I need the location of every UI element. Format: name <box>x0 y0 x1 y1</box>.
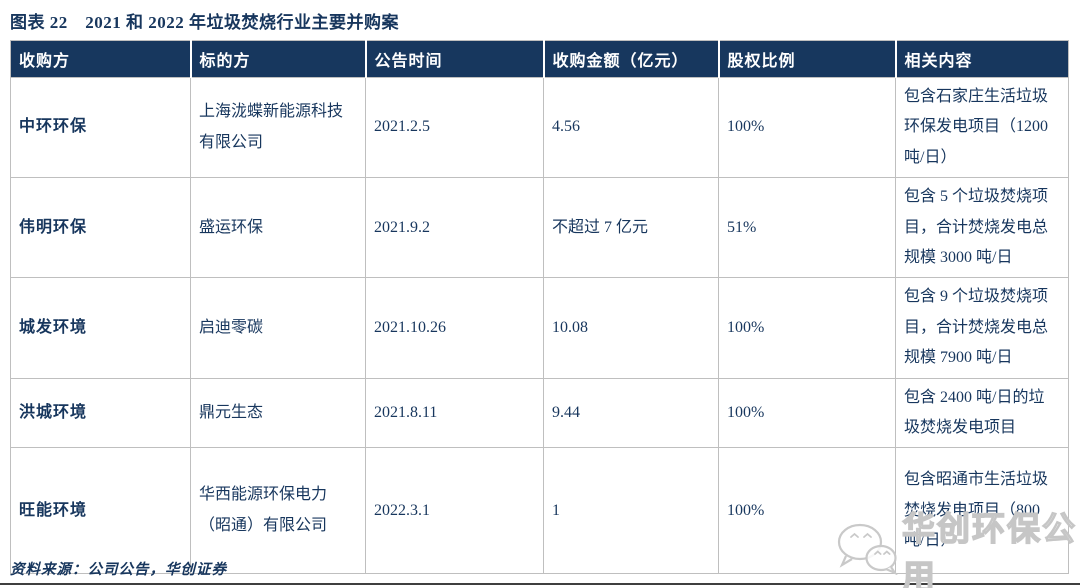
source-note: 资料来源：公司公告，华创证券 <box>10 562 227 578</box>
cell-announce-date: 2022.3.1 <box>365 447 544 575</box>
cell-details: 包含石家庄生活垃圾环保发电项目（1200 吨/日） <box>895 76 1069 179</box>
cell-acquirer: 伟明环保 <box>10 177 191 279</box>
cell-equity-ratio: 100% <box>718 447 896 575</box>
cell-acquirer: 旺能环境 <box>10 447 191 575</box>
header-equity-ratio: 股权比例 <box>718 40 897 78</box>
cell-amount: 10.08 <box>543 277 719 379</box>
cell-acquirer: 中环环保 <box>10 76 191 179</box>
cell-target: 启迪零碳 <box>190 277 366 379</box>
cell-amount: 不超过 7 亿元 <box>543 177 719 279</box>
cell-equity-ratio: 100% <box>718 377 896 449</box>
header-details: 相关内容 <box>895 40 1069 78</box>
cell-target: 盛运环保 <box>190 177 366 279</box>
cell-details: 包含 2400 吨/日的垃圾焚烧发电项目 <box>895 377 1069 449</box>
header-announce-date: 公告时间 <box>365 40 545 78</box>
table-row: 伟明环保 盛运环保 2021.9.2 不超过 7 亿元 51% 包含 5 个垃圾… <box>10 177 1069 279</box>
cell-details: 包含 5 个垃圾焚烧项目，合计焚烧发电总规模 3000 吨/日 <box>895 177 1069 279</box>
cell-target: 华西能源环保电力（昭通）有限公司 <box>190 447 366 575</box>
cell-amount: 9.44 <box>543 377 719 449</box>
table-row: 中环环保 上海泷蝶新能源科技有限公司 2021.2.5 4.56 100% 包含… <box>10 76 1069 179</box>
cell-details: 包含昭通市生活垃圾焚烧发电项目（800 吨/日） <box>895 447 1069 575</box>
cell-announce-date: 2021.10.26 <box>365 277 544 379</box>
cell-target: 鼎元生态 <box>190 377 366 449</box>
header-amount: 收购金额（亿元） <box>543 40 720 78</box>
cell-amount: 1 <box>543 447 719 575</box>
cell-equity-ratio: 100% <box>718 76 896 179</box>
bottom-divider <box>0 583 1080 585</box>
cell-target: 上海泷蝶新能源科技有限公司 <box>190 76 366 179</box>
cell-acquirer: 洪城环境 <box>10 377 191 449</box>
table-row: 城发环境 启迪零碳 2021.10.26 10.08 100% 包含 9 个垃圾… <box>10 277 1069 379</box>
figure-title: 图表 22 2021 和 2022 年垃圾焚烧行业主要并购案 <box>10 13 399 32</box>
cell-equity-ratio: 100% <box>718 277 896 379</box>
table-row: 洪城环境 鼎元生态 2021.8.11 9.44 100% 包含 2400 吨/… <box>10 377 1069 449</box>
cell-details: 包含 9 个垃圾焚烧项目，合计焚烧发电总规模 7900 吨/日 <box>895 277 1069 379</box>
cell-acquirer: 城发环境 <box>10 277 191 379</box>
cell-announce-date: 2021.9.2 <box>365 177 544 279</box>
cell-announce-date: 2021.2.5 <box>365 76 544 179</box>
table-header-row: 收购方 标的方 公告时间 收购金额（亿元） 股权比例 相关内容 <box>10 40 1069 78</box>
table-row: 旺能环境 华西能源环保电力（昭通）有限公司 2022.3.1 1 100% 包含… <box>10 447 1069 575</box>
cell-announce-date: 2021.8.11 <box>365 377 544 449</box>
header-target: 标的方 <box>190 40 367 78</box>
cell-equity-ratio: 51% <box>718 177 896 279</box>
cell-amount: 4.56 <box>543 76 719 179</box>
header-acquirer: 收购方 <box>10 40 192 78</box>
ma-deals-table: 收购方 标的方 公告时间 收购金额（亿元） 股权比例 相关内容 中环环保 上海泷… <box>10 40 1069 575</box>
